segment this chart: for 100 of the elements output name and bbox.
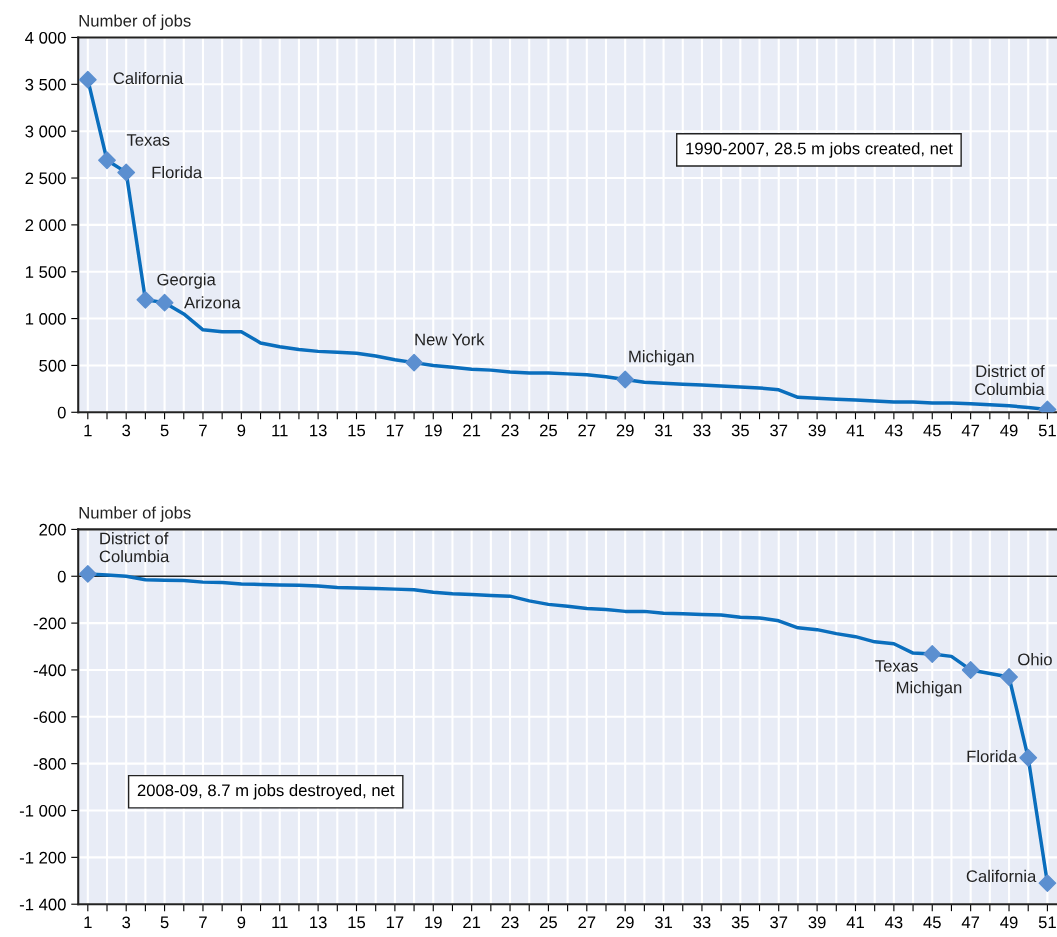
x-tick-label: 31	[654, 916, 673, 929]
y-tick-label: -400	[33, 664, 66, 677]
x-tick-label: 17	[386, 424, 404, 437]
x-tick-label: 43	[884, 916, 903, 929]
x-tick-label: 5	[160, 424, 169, 437]
y-tick-label: 4 000	[25, 31, 66, 44]
y-tick-label: 1 000	[25, 312, 66, 325]
annotation: Ohio	[1018, 653, 1052, 666]
x-tick-label: 27	[578, 916, 596, 929]
point	[1038, 874, 1057, 893]
point	[98, 151, 116, 170]
annotation: 2008-09, 8.7 m jobs destroyed, net	[137, 784, 395, 800]
x-tick-label: 19	[425, 916, 442, 929]
annotation: Florida	[152, 166, 203, 179]
x-tick-label: 23	[501, 424, 519, 437]
annotation: New York	[415, 333, 485, 346]
annotation: Texas	[875, 660, 918, 672]
y-tick-label: -800	[33, 758, 66, 770]
annotation: 1990-2007, 28.5 m jobs created, net	[686, 142, 953, 158]
x-tick-label: 29	[616, 916, 634, 929]
x-tick-label: 15	[348, 424, 366, 437]
x-tick-label: 21	[463, 424, 481, 437]
point	[405, 353, 423, 372]
y-tick-label: -1 000	[19, 804, 66, 817]
annotation: California	[966, 869, 1037, 883]
point	[1000, 668, 1018, 686]
x-tick-label: 9	[237, 916, 246, 929]
point	[78, 565, 97, 583]
y-axis-title: Number of jobs	[79, 506, 191, 522]
x-tick-label: 11	[272, 916, 288, 929]
y-tick-label: 0	[57, 570, 66, 583]
x-tick-label: 37	[770, 424, 788, 437]
x-tick-label: 35	[731, 424, 749, 437]
x-tick-label: 47	[961, 916, 980, 929]
x-tick-label: 51	[1038, 916, 1056, 929]
y-tick-label: 3 500	[25, 78, 66, 91]
y-tick-label: -1 400	[19, 898, 66, 911]
y-tick-label: 500	[39, 359, 66, 372]
x-tick-label: 1	[84, 424, 92, 437]
x-tick-label: 25	[539, 424, 557, 437]
x-tick-label: 7	[199, 916, 207, 929]
point	[78, 70, 97, 89]
annotation: District of Columbia	[99, 532, 170, 563]
x-tick-label: 47	[961, 424, 980, 437]
x-tick-label: 43	[884, 424, 903, 437]
x-tick-label: 19	[425, 424, 442, 437]
point	[961, 661, 980, 679]
y-tick-label: 200	[39, 523, 66, 536]
x-tick-label: 33	[693, 424, 711, 437]
point	[136, 290, 155, 309]
x-tick-label: 5	[160, 916, 169, 929]
point	[155, 293, 174, 312]
x-tick-label: 9	[237, 424, 246, 437]
x-tick-label: 33	[693, 916, 711, 929]
x-tick-label: 7	[199, 424, 207, 437]
point	[616, 370, 635, 389]
annotation: Arizona	[184, 296, 241, 309]
x-tick-label: 25	[539, 916, 557, 929]
annotation: Michigan	[629, 350, 694, 366]
x-tick-label: 13	[310, 916, 327, 929]
y-tick-label: 3 000	[25, 125, 66, 138]
annotation: Florida	[967, 750, 1018, 763]
x-tick-label: 29	[616, 424, 634, 437]
annotation: District of Columbia	[975, 364, 1045, 396]
x-tick-label: 49	[1000, 424, 1018, 437]
x-tick-label: 41	[846, 424, 864, 437]
x-tick-label: 1	[84, 916, 92, 929]
x-tick-label: 15	[348, 916, 366, 929]
point	[117, 163, 136, 182]
x-tick-label: 41	[846, 916, 864, 929]
x-tick-label: 49	[1000, 916, 1018, 929]
x-tick-label: 31	[654, 424, 673, 437]
y-tick-label: -200	[33, 617, 66, 630]
point	[923, 645, 942, 663]
x-tick-label: 27	[578, 424, 596, 437]
x-tick-label: 17	[386, 916, 404, 929]
x-tick-label: 3	[122, 916, 131, 929]
annotation: Georgia	[157, 273, 216, 289]
x-tick-label: 39	[808, 916, 826, 929]
y-tick-label: -600	[33, 711, 66, 724]
x-tick-label: 23	[501, 916, 519, 929]
y-axis-title: Number of jobs	[79, 14, 191, 30]
x-tick-label: 45	[923, 424, 941, 437]
y-tick-label: -1 200	[19, 851, 66, 864]
annotation: Texas	[126, 134, 170, 146]
x-tick-label: 39	[808, 424, 826, 437]
y-tick-label: 2 500	[25, 172, 66, 185]
x-tick-label: 37	[770, 916, 788, 929]
x-tick-label: 3	[122, 424, 131, 437]
point	[1019, 748, 1038, 767]
annotation: Michigan	[896, 681, 962, 697]
x-tick-label: 13	[310, 424, 327, 437]
x-tick-label: 21	[463, 916, 481, 929]
x-tick-label: 45	[923, 916, 941, 929]
x-tick-label: 35	[731, 916, 749, 929]
y-tick-label: 1 500	[25, 266, 66, 278]
annotation: California	[113, 71, 184, 85]
y-tick-label: 0	[57, 406, 66, 419]
x-tick-label: 11	[272, 424, 288, 437]
y-tick-label: 2 000	[25, 219, 66, 232]
